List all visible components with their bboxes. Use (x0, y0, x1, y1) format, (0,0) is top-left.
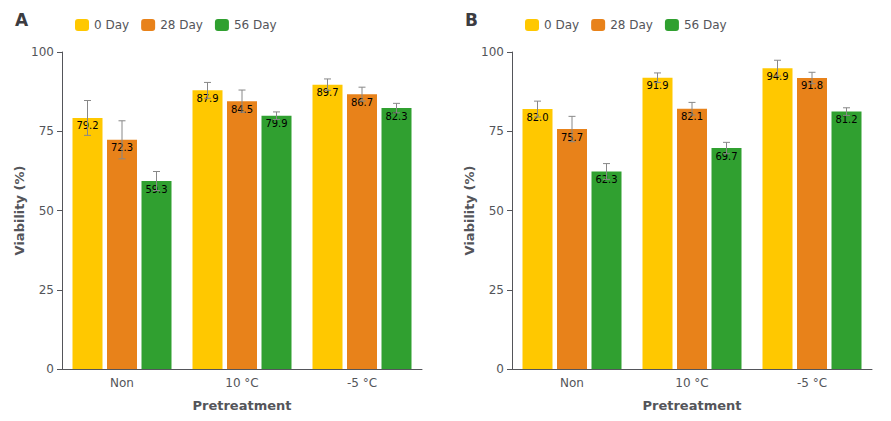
svg-text:59.3: 59.3 (145, 183, 168, 195)
svg-text:10 °C: 10 °C (225, 376, 258, 390)
svg-text:25: 25 (39, 283, 54, 297)
svg-text:100: 100 (31, 45, 54, 59)
svg-text:A: A (15, 10, 29, 30)
svg-text:0: 0 (496, 362, 504, 376)
svg-text:75: 75 (489, 124, 504, 138)
svg-text:79.9: 79.9 (265, 118, 287, 129)
svg-text:25: 25 (489, 283, 504, 297)
svg-text:0 Day: 0 Day (544, 18, 579, 32)
svg-text:Non: Non (560, 376, 584, 390)
svg-text:28 Day: 28 Day (610, 18, 653, 32)
svg-text:0 Day: 0 Day (94, 18, 129, 32)
svg-text:86.7: 86.7 (350, 96, 374, 108)
svg-text:82.0: 82.0 (526, 111, 549, 123)
svg-text:56 Day: 56 Day (234, 18, 277, 32)
svg-text:87.9: 87.9 (196, 92, 219, 104)
svg-text:Pretreatment: Pretreatment (192, 398, 291, 413)
svg-text:28 Day: 28 Day (160, 18, 203, 32)
svg-text:56 Day: 56 Day (684, 18, 727, 32)
svg-text:91.9: 91.9 (646, 80, 669, 92)
svg-text:Pretreatment: Pretreatment (642, 398, 741, 413)
svg-text:100: 100 (481, 45, 504, 59)
svg-text:50: 50 (489, 204, 504, 218)
svg-text:72.3: 72.3 (110, 142, 134, 154)
svg-text:B: B (465, 10, 478, 30)
svg-text:Viability (%): Viability (%) (462, 166, 477, 256)
svg-text:Non: Non (110, 376, 134, 390)
svg-text:79.2: 79.2 (76, 120, 99, 132)
svg-text:50: 50 (39, 204, 54, 218)
svg-text:75: 75 (39, 124, 54, 138)
svg-text:69.7: 69.7 (715, 150, 738, 162)
svg-text:-5 °C: -5 °C (797, 376, 827, 390)
svg-text:89.7: 89.7 (316, 87, 339, 99)
svg-text:94.9: 94.9 (766, 70, 789, 82)
svg-text:84.5: 84.5 (230, 103, 254, 115)
svg-text:0: 0 (46, 362, 54, 376)
svg-text:82.3: 82.3 (385, 110, 408, 122)
svg-text:91.8: 91.8 (800, 80, 824, 92)
svg-text:82.1: 82.1 (680, 111, 704, 123)
svg-text:62.3: 62.3 (595, 174, 618, 185)
svg-text:-5 °C: -5 °C (347, 376, 377, 390)
svg-text:75.7: 75.7 (560, 131, 584, 143)
svg-text:81.2: 81.2 (835, 114, 857, 125)
svg-text:Viability (%): Viability (%) (12, 166, 27, 256)
svg-text:10 °C: 10 °C (675, 376, 708, 390)
